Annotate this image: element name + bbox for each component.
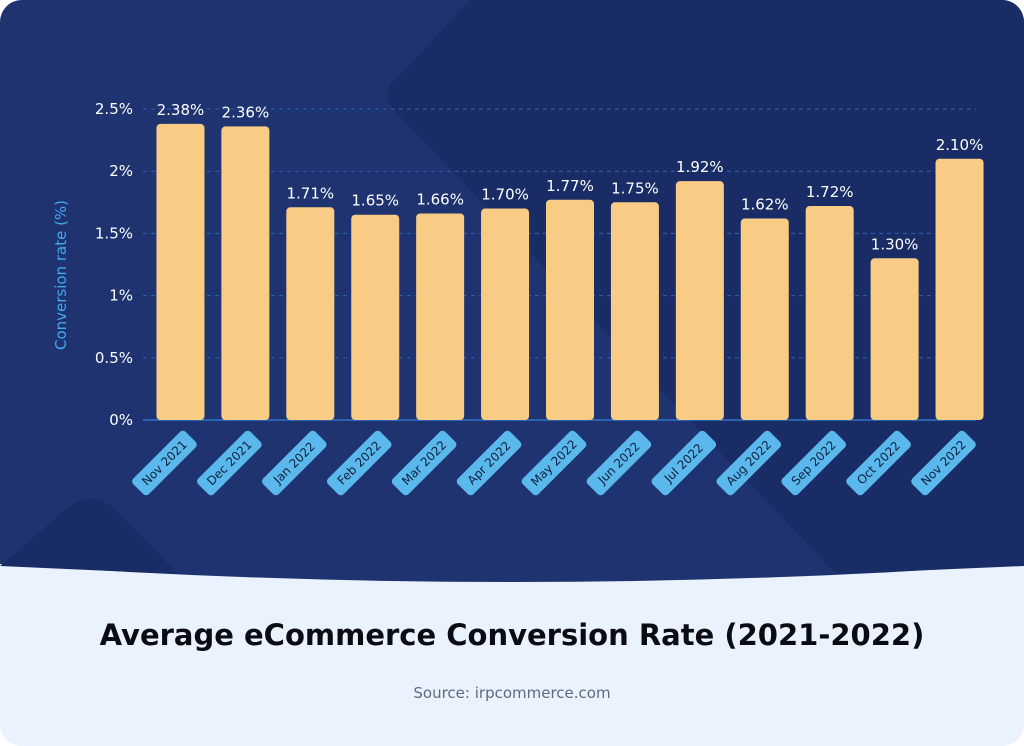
category-pill bbox=[846, 430, 911, 496]
bar bbox=[416, 213, 465, 420]
category-pill bbox=[521, 430, 587, 496]
bar bbox=[870, 258, 919, 420]
bar-value-label: 2.38% bbox=[157, 101, 205, 119]
bar bbox=[610, 202, 659, 420]
bar-value-label: 1.92% bbox=[676, 158, 724, 176]
y-tick-label: 0.5% bbox=[95, 349, 133, 367]
bar-value-label: 1.30% bbox=[871, 235, 919, 253]
chart-title: Average eCommerce Conversion Rate (2021-… bbox=[99, 618, 925, 652]
y-tick-label: 1% bbox=[109, 287, 133, 305]
y-tick-label: 2% bbox=[109, 162, 133, 180]
bar-value-label: 1.70% bbox=[481, 186, 529, 204]
bar bbox=[935, 158, 984, 420]
bar-value-label: 1.72% bbox=[806, 183, 854, 201]
bar-value-label: 1.62% bbox=[741, 195, 789, 213]
bars: 2.38% 2.36% 1.71% 1.65% 1.66% 1.70% 1.77% 1.75%… bbox=[156, 101, 984, 420]
category-pill bbox=[262, 430, 327, 496]
bar-value-label: 1.65% bbox=[351, 192, 399, 210]
category-pill bbox=[651, 430, 717, 496]
decorative-shape-left bbox=[0, 499, 178, 574]
category-pill bbox=[391, 430, 457, 496]
bar-value-label: 2.10% bbox=[936, 136, 984, 154]
bar bbox=[805, 206, 854, 420]
bar bbox=[156, 123, 205, 420]
category-pill bbox=[326, 430, 392, 496]
y-axis-title: Conversion rate (%) bbox=[52, 200, 70, 350]
y-tick-label: 2.5% bbox=[95, 100, 133, 118]
category-pill bbox=[911, 430, 976, 496]
bar bbox=[546, 199, 594, 420]
y-tick-label: 1.5% bbox=[95, 224, 133, 242]
bar bbox=[481, 208, 530, 420]
bar bbox=[221, 126, 270, 420]
category-pill bbox=[716, 430, 782, 496]
category-pill bbox=[781, 430, 846, 496]
category-pill bbox=[456, 430, 522, 496]
category-pill bbox=[586, 430, 652, 496]
source-credit: Source: irpcommerce.com bbox=[413, 684, 611, 702]
category-pill bbox=[132, 430, 197, 496]
bar bbox=[740, 218, 789, 420]
y-axis-ticks: 0% 0.5% 1% 1.5% 2% 2.5% bbox=[95, 100, 133, 429]
bar-value-label: 1.75% bbox=[611, 179, 659, 197]
bar bbox=[675, 181, 724, 420]
y-tick-label: 0% bbox=[109, 411, 133, 429]
category-pill bbox=[197, 430, 262, 496]
bar-value-label: 1.71% bbox=[286, 184, 334, 202]
bar bbox=[351, 214, 400, 420]
bar bbox=[286, 207, 335, 420]
bar-value-label: 1.77% bbox=[546, 177, 594, 195]
bar-value-label: 2.36% bbox=[222, 103, 270, 121]
bar-value-label: 1.66% bbox=[416, 190, 464, 208]
